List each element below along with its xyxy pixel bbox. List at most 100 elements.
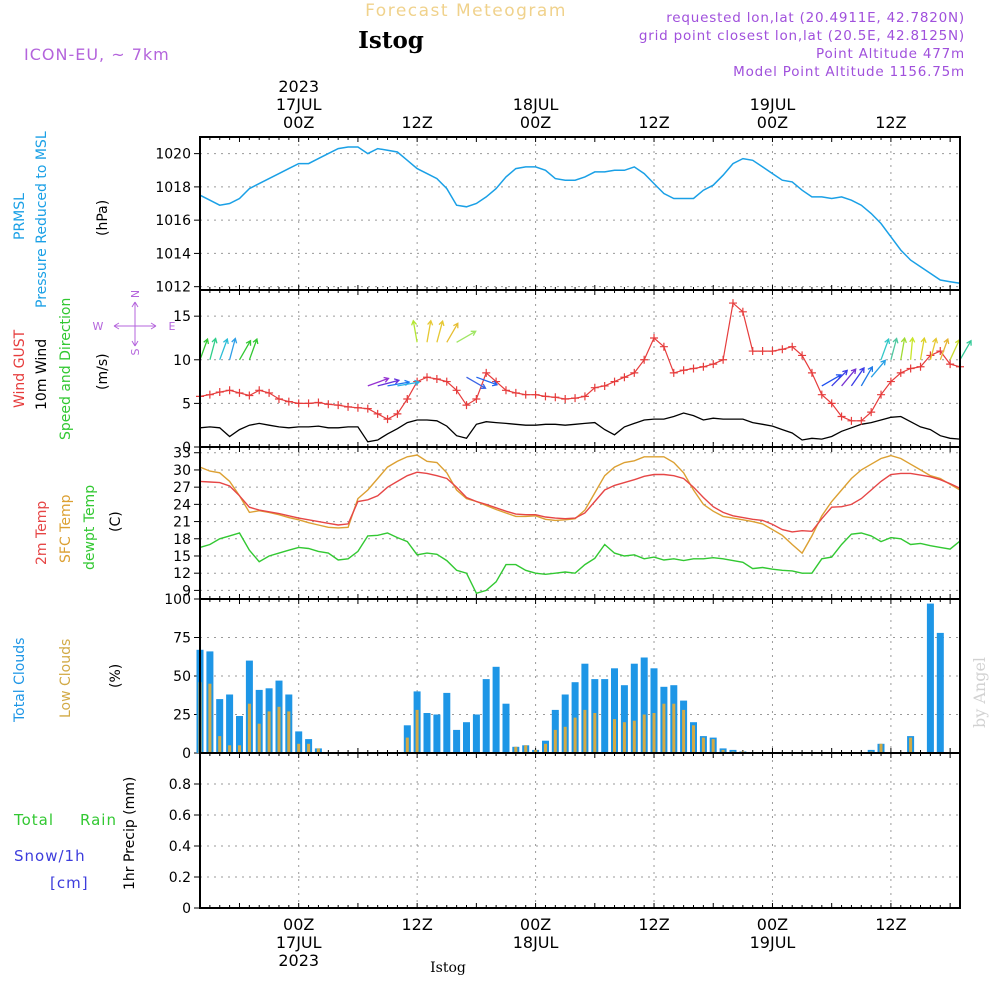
low-cloud-bar — [682, 709, 686, 753]
bottom-time-label: 12Z — [401, 915, 432, 934]
gust-marker — [501, 386, 510, 395]
pressure-ytick-label: 1012 — [155, 280, 191, 296]
wind-arrow — [870, 359, 887, 378]
low-cloud-bar — [534, 749, 538, 753]
pressure-label-1: PRMSL — [12, 193, 28, 240]
gust-marker — [886, 377, 895, 386]
temp-sfc-label: SFC Temp — [58, 494, 74, 563]
gust-marker — [521, 390, 530, 399]
gust-marker — [600, 381, 609, 390]
total-cloud-bar — [443, 692, 451, 753]
gust-marker — [245, 391, 254, 400]
gust-marker — [324, 400, 333, 409]
clouds-ytick-label: 50 — [173, 669, 191, 685]
gust-marker — [679, 366, 688, 375]
gust-marker — [215, 388, 224, 397]
wind-unit-label: (m/s) — [95, 353, 111, 390]
wind-arrow — [209, 337, 218, 360]
total-cloud-bar — [561, 694, 569, 753]
low-cloud-bar — [632, 720, 636, 753]
gust-marker — [551, 393, 560, 402]
2m-temp-line — [199, 471, 961, 533]
low-cloud-bar — [267, 711, 271, 753]
low-cloud-bar — [672, 703, 676, 753]
total-cloud-bar — [463, 722, 470, 753]
gust-marker — [344, 402, 353, 411]
gust-marker — [531, 390, 540, 399]
pressure-frame — [199, 136, 961, 291]
low-cloud-bar — [583, 709, 587, 753]
pressure-panel: PRMSL Pressure Reduced to MSL (hPa) 1020… — [12, 131, 961, 308]
wind-ytick-label: 10 — [173, 353, 191, 369]
total-cloud-bar — [216, 699, 224, 753]
wind-10m-label: 10m Wind — [34, 339, 50, 410]
bottom-time-label: 00Z — [283, 915, 314, 934]
total-cloud-bar — [640, 657, 648, 753]
bottom-time-label: 00Z — [757, 915, 788, 934]
gust-marker — [906, 364, 915, 373]
temp-ytick-label: 12 — [173, 566, 191, 582]
low-cloud-bar — [563, 726, 567, 753]
low-cloud-bar — [208, 683, 212, 753]
point-altitude: Point Altitude 477m — [816, 46, 965, 62]
precip-rain-label: Rain — [80, 811, 117, 829]
wind-arrow — [476, 376, 499, 387]
total-cloud-bar — [226, 694, 234, 753]
low-cloud-bar — [316, 748, 320, 753]
low-cloud-bar — [642, 714, 646, 753]
top-time-label: 00Z — [283, 113, 314, 132]
low-cloud-bar — [405, 737, 409, 753]
gust-marker — [877, 390, 886, 399]
total-cloud-bar — [482, 679, 490, 753]
low-cloud-bar — [652, 713, 656, 753]
gust-marker — [867, 408, 876, 417]
wind-speed-dir-label: Speed and Direction — [58, 298, 74, 440]
gust-marker — [847, 416, 856, 425]
bottom-time-label: 17JUL — [276, 933, 322, 952]
gust-marker — [265, 388, 274, 397]
total-cloud-bar — [650, 668, 658, 753]
low-cloud-bar — [711, 739, 715, 753]
temp-ytick-label: 21 — [173, 515, 191, 531]
gust-marker — [304, 399, 313, 408]
wind-arrow — [890, 337, 899, 360]
gust-marker — [699, 362, 708, 371]
gridlines — [200, 137, 960, 909]
top-time-label: 2023 — [278, 77, 319, 96]
top-time-label: 00Z — [757, 113, 788, 132]
precip-axis-label: 1hr Precip (mm) — [122, 777, 138, 890]
gust-marker — [610, 377, 619, 386]
top-time-label: 12Z — [875, 113, 906, 132]
gust-marker — [462, 401, 471, 410]
wind-arrow — [909, 336, 916, 360]
wind-arrow — [377, 378, 401, 387]
wind-arrow — [219, 337, 229, 361]
gust-marker — [798, 351, 807, 360]
dewpoint-line — [199, 532, 961, 595]
total-cloud-bar — [502, 703, 510, 753]
gust-marker — [363, 404, 372, 413]
gust-marker — [284, 397, 293, 406]
wind-arrow — [939, 337, 950, 361]
location-title: Istog — [358, 27, 424, 54]
precip-total-label: Total — [13, 811, 54, 829]
low-cloud-bar — [297, 743, 301, 753]
low-cloud-bar — [544, 743, 547, 753]
total-cloud-bar — [581, 663, 589, 753]
pressure-line — [199, 146, 961, 285]
gust-marker — [353, 403, 362, 412]
temp-ytick-label: 18 — [173, 532, 191, 548]
model-altitude: Model Point Altitude 1156.75m — [733, 64, 965, 80]
low-cloud-bar — [701, 737, 705, 753]
gust-marker — [827, 399, 836, 408]
gust-marker — [452, 386, 461, 395]
gust-marker — [916, 362, 925, 371]
low-cloud-bar — [307, 743, 311, 753]
precip-ytick-label: 0.4 — [169, 839, 191, 855]
compass-south: S — [129, 348, 142, 355]
grid-point-coords: grid point closest lon,lat (20.5E, 42.81… — [639, 28, 965, 44]
precip-snow-unit: [cm] — [50, 874, 89, 892]
gust-marker — [837, 412, 846, 421]
wind-arrow — [367, 376, 390, 387]
